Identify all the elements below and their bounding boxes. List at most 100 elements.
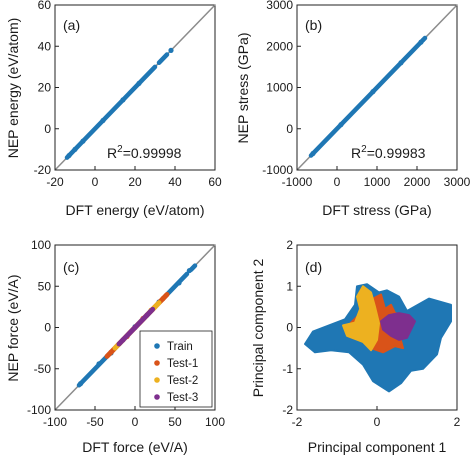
panel-c-test-3-point-0: [120, 337, 126, 343]
panel-b-xtick-label: 2000: [404, 175, 431, 189]
panel-c-legend: Train Test-1 Test-2 Test-3: [139, 330, 213, 408]
panel-a-xtick-label: 20: [128, 175, 142, 189]
legend-label-test-2: Test-2: [167, 375, 198, 387]
panel-a-ylabel: NEP energy (eV/atom): [5, 18, 21, 159]
panel-d-ytick-label: 2: [286, 238, 293, 252]
panel-c-xtick-label: -50: [86, 415, 104, 429]
panel-c-train-point-0: [78, 381, 84, 387]
panel-a-ytick-label: 20: [38, 81, 52, 95]
panel-c-ytick-label: -50: [34, 362, 52, 376]
panel-b-ytick-label: 0: [286, 122, 293, 136]
panel-c-y-ticks: -100 -50 0 50 100: [27, 238, 59, 417]
panel-d-ytick-label: 1: [286, 279, 293, 293]
panel-d-xtick-label: 0: [374, 415, 381, 429]
panel-a-x-ticks: -20 0 20 40 60: [46, 166, 222, 189]
panel-c-xtick-label: 50: [168, 415, 182, 429]
panel-c-ytick-label: 50: [38, 279, 52, 293]
panel-a-xtick-label: 60: [208, 175, 222, 189]
panel-d-region-2: [342, 285, 380, 352]
legend-label-train: Train: [167, 341, 193, 353]
panel-c-xtick-label: -100: [43, 415, 67, 429]
panel-b-xtick-label: 3000: [444, 175, 471, 189]
panel-d-xtick-label: 2: [454, 415, 461, 429]
panel-b-ytick-label: 2000: [266, 39, 293, 53]
panel-b-y-ticks: -1000 0 1000 2000 3000: [262, 0, 301, 177]
panel-d-region-3: [380, 312, 416, 341]
panel-a-xtick-label: 40: [168, 175, 182, 189]
legend-label-test-3: Test-3: [167, 392, 198, 404]
panel-a: -20 0 20 40 60 -20 0 20 40 60 (a) R2=0.99998 DFT…: [5, 0, 222, 218]
panel-d-ytick-label: -2: [282, 403, 293, 417]
panel-b-series-0-point-1: [338, 122, 344, 128]
panel-a-ytick-label: 60: [38, 0, 52, 12]
panel-c-ytick-label: 0: [44, 321, 51, 335]
panel-c: -100 -50 0 50 100 -100 -50 0 50 100 (c) Train Te…: [5, 238, 225, 455]
panel-a-data: [64, 47, 174, 160]
panel-c-tag: (c): [63, 259, 79, 275]
panel-c-train-point-6: [186, 267, 192, 274]
panel-c-test-1-point-0: [108, 349, 114, 355]
panel-c-train-point-5: [176, 280, 182, 286]
panel-a-ytick-label: -20: [34, 163, 52, 177]
panel-c-xtick-label: 100: [205, 415, 225, 429]
panel-a-series-0-point-5: [136, 80, 142, 86]
panel-a-series-0-point-0: [66, 152, 72, 159]
legend-marker-test-1: [154, 360, 160, 366]
panel-a-ytick-label: 40: [38, 39, 52, 53]
panel-a-series-0-band-1: [156, 52, 170, 65]
panel-b-x-ticks: -1000 0 1000 2000 3000: [282, 166, 471, 189]
panel-b-series-0-point-4: [418, 39, 424, 45]
panel-d-ytick-label: -1: [282, 362, 293, 376]
panel-a-r2-sup: 2: [117, 144, 123, 155]
panel-c-data: [76, 263, 198, 388]
legend-box: [139, 330, 213, 408]
panel-b-xtick-label: 0: [334, 175, 341, 189]
panel-c-ylabel: NEP force (eV/A): [5, 274, 21, 381]
panel-b-r2: R2=0.99983: [351, 144, 426, 161]
panel-d-data: [304, 283, 452, 393]
panel-d: -2 0 2 -2 -1 0 1 2 (d) Principal component 1 P…: [250, 238, 461, 455]
panel-d-xtick-label: -2: [292, 415, 303, 429]
panel-c-train-band-1: [188, 263, 198, 272]
panel-a-tag: (a): [63, 17, 80, 33]
panel-b-series-0-point-3: [398, 60, 404, 66]
panel-a-xlabel: DFT energy (eV/atom): [65, 202, 204, 218]
panel-b-series-0-band-0: [308, 37, 426, 158]
panel-d-xlabel: Principal component 1: [308, 439, 447, 455]
panel-d-x-ticks: -2 0 2: [292, 406, 461, 429]
panel-b-xtick-label: -1000: [282, 175, 313, 189]
panel-b-data: [308, 35, 428, 158]
panel-b-ytick-label: 3000: [266, 0, 293, 12]
panel-c-xtick-label: 0: [132, 415, 139, 429]
panel-d-y-ticks: -2 -1 0 1 2: [282, 238, 301, 417]
panel-a-ytick-label: 0: [44, 122, 51, 136]
panel-a-r2: R2=0.99998: [107, 144, 182, 161]
panel-a-r2-base: R: [107, 145, 117, 161]
panel-c-ytick-label: -100: [27, 403, 51, 417]
panel-d-ylabel: Principal component 2: [250, 259, 266, 398]
panel-c-train-point-1: [96, 361, 102, 367]
panel-a-xtick-label: 0: [92, 175, 99, 189]
panel-b-series-0-point-2: [370, 89, 376, 95]
panel-b-series-0-band-1: [420, 35, 428, 43]
panel-b-ytick-label: -1000: [262, 163, 293, 177]
panel-d-ytick-label: 0: [286, 321, 293, 335]
panel-c-test-3-point-1: [132, 324, 138, 331]
panel-d-tag: (d): [305, 259, 322, 275]
panel-b-series-0-point-0: [310, 150, 316, 157]
panel-a-series-0-point-3: [100, 117, 106, 124]
panel-c-ytick-label: 100: [31, 238, 51, 252]
panel-c-x-ticks: -100 -50 0 50 100: [43, 406, 225, 429]
legend-marker-test-3: [154, 394, 160, 400]
panel-c-test-1-point-3: [160, 296, 166, 302]
panel-a-y-ticks: -20 0 20 40 60: [34, 0, 59, 177]
panel-a-series-0-point-6: [168, 47, 174, 53]
legend-label-test-1: Test-1: [167, 358, 198, 370]
panel-b: -1000 0 1000 2000 3000 -1000 0 1000 2000 3000 (b…: [235, 0, 471, 218]
panel-a-series-0-point-4: [120, 97, 126, 103]
legend-marker-test-2: [154, 377, 160, 383]
panel-b-ylabel: NEP stress (GPa): [235, 33, 251, 144]
panel-a-r2-value: =0.99998: [123, 145, 182, 161]
panel-b-xtick-label: 1000: [364, 175, 391, 189]
